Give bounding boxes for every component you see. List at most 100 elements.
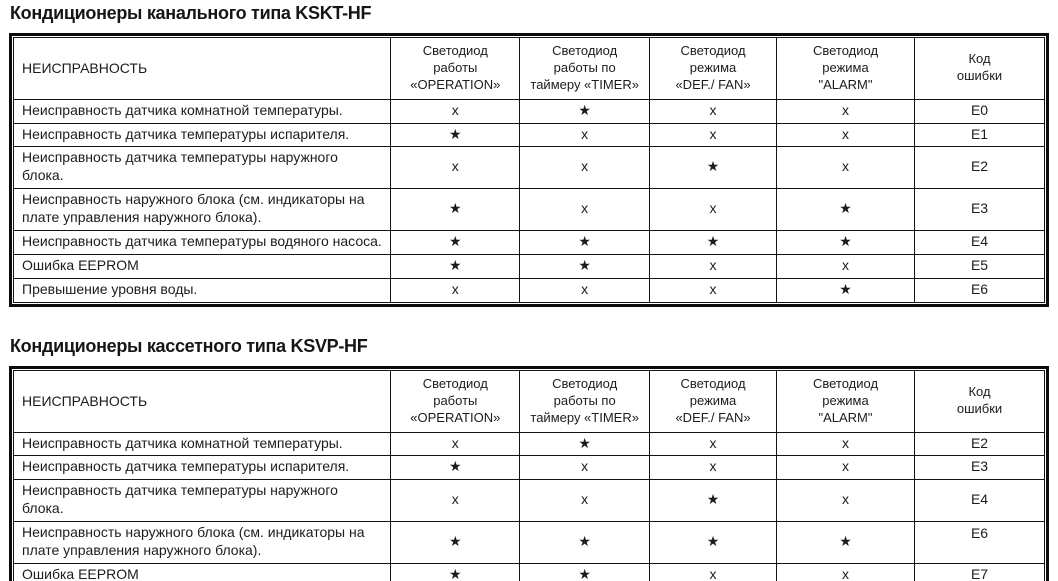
led-operation-cell: ★ xyxy=(390,188,521,232)
led-def-fan-cell: ★ xyxy=(649,521,777,564)
led-def-fan-cell: x xyxy=(649,455,777,481)
led-operation-cell: x xyxy=(390,277,521,303)
led-timer-cell: ★ xyxy=(519,230,651,256)
led-timer-cell: x xyxy=(519,188,651,232)
column-header-def-fan-led: Светодиод режима «DEF./ FAN» xyxy=(649,37,777,100)
fault-cell: Неисправность датчика температуры водяно… xyxy=(12,230,392,256)
led-def-fan-cell: x xyxy=(649,254,777,279)
table-row: Неисправность датчика температуры испари… xyxy=(12,122,1045,148)
error-code-cell: E2 xyxy=(914,146,1045,190)
led-alarm-cell: ★ xyxy=(775,230,916,256)
fault-cell: Неисправность датчика комнатной температ… xyxy=(12,98,392,124)
led-operation-cell: x xyxy=(390,146,521,190)
table-row: Неисправность наружного блока (см. индик… xyxy=(12,521,1045,564)
error-code-cell: E0 xyxy=(914,98,1045,124)
error-code-cell: E4 xyxy=(914,479,1045,523)
led-def-fan-cell: x xyxy=(649,98,777,124)
led-timer-cell: x xyxy=(519,146,651,190)
led-operation-cell: ★ xyxy=(390,455,521,481)
column-header-timer-led: Светодиод работы по таймеру «TIMER» xyxy=(519,369,651,433)
table-row: Неисправность датчика температуры испари… xyxy=(12,455,1045,481)
error-code-cell: E3 xyxy=(914,455,1045,481)
led-alarm-cell: x xyxy=(775,479,916,523)
led-def-fan-cell: ★ xyxy=(649,479,777,523)
led-alarm-cell: x xyxy=(775,122,916,148)
led-def-fan-cell: x xyxy=(649,562,777,581)
led-timer-cell: x xyxy=(519,122,651,148)
led-timer-cell: ★ xyxy=(519,562,651,581)
led-def-fan-cell: x xyxy=(649,277,777,303)
fault-cell: Неисправность датчика комнатной температ… xyxy=(12,431,392,457)
led-timer-cell: x xyxy=(519,455,651,481)
led-operation-cell: x xyxy=(390,431,521,457)
led-operation-cell: ★ xyxy=(390,230,521,256)
led-operation-cell: ★ xyxy=(390,122,521,148)
fault-cell: Неисправность датчика температуры наружн… xyxy=(12,146,392,190)
led-alarm-cell: x xyxy=(775,146,916,190)
error-code-cell: E3 xyxy=(914,188,1045,232)
table-row: Неисправность датчика температуры наружн… xyxy=(12,146,1045,190)
error-code-cell: E1 xyxy=(914,122,1045,148)
led-alarm-cell: x xyxy=(775,98,916,124)
led-def-fan-cell: ★ xyxy=(649,230,777,256)
column-header-fault: НЕИСПРАВНОСТЬ xyxy=(12,369,392,433)
error-code-cell: E2 xyxy=(914,431,1045,457)
column-header-timer-led: Светодиод работы по таймеру «TIMER» xyxy=(519,37,651,100)
fault-cell: Неисправность наружного блока (см. индик… xyxy=(12,188,392,232)
error-code-cell: E6 xyxy=(914,521,1045,564)
fault-cell: Неисправность датчика температуры испари… xyxy=(12,122,392,148)
column-header-operation-led: Светодиод работы «OPERATION» xyxy=(390,369,521,433)
led-alarm-cell: x xyxy=(775,562,916,581)
led-timer-cell: x xyxy=(519,479,651,523)
table-row: Ошибка EEPROM ★ ★ x x E7 xyxy=(12,562,1045,581)
column-header-operation-led: Светодиод работы «OPERATION» xyxy=(390,37,521,100)
table-row: Неисправность датчика комнатной температ… xyxy=(12,431,1045,457)
table-frame: НЕИСПРАВНОСТЬ Светодиод работы «OPERATIO… xyxy=(9,365,1049,581)
led-alarm-cell: x xyxy=(775,431,916,457)
fault-cell: Неисправность датчика температуры испари… xyxy=(12,455,392,481)
table-frame: НЕИСПРАВНОСТЬ Светодиод работы «OPERATIO… xyxy=(9,33,1049,307)
led-def-fan-cell: x xyxy=(649,431,777,457)
error-code-cell: E7 xyxy=(914,562,1045,581)
led-def-fan-cell: ★ xyxy=(649,146,777,190)
led-alarm-cell: x xyxy=(775,455,916,481)
led-operation-cell: ★ xyxy=(390,562,521,581)
fault-cell: Неисправность датчика температуры наружн… xyxy=(12,479,392,523)
table-row: Превышение уровня воды. x x x ★ E6 xyxy=(12,277,1045,303)
fault-cell: Превышение уровня воды. xyxy=(12,277,392,303)
table-row: Ошибка EEPROM ★ ★ x x E5 xyxy=(12,254,1045,279)
fault-cell: Ошибка EEPROM xyxy=(12,254,392,279)
error-codes-table-kskt: НЕИСПРАВНОСТЬ Светодиод работы «OPERATIO… xyxy=(12,37,1045,303)
led-timer-cell: ★ xyxy=(519,521,651,564)
led-timer-cell: ★ xyxy=(519,431,651,457)
led-def-fan-cell: x xyxy=(649,122,777,148)
led-alarm-cell: x xyxy=(775,254,916,279)
column-header-error-code: Код ошибки xyxy=(914,37,1045,100)
page-title: Кондиционеры канального типа KSKT-HF xyxy=(10,3,372,23)
led-operation-cell: x xyxy=(390,98,521,124)
kskt-hf-section: Кондиционеры канального типа KSKT-HF НЕИ… xyxy=(9,3,1049,307)
column-header-alarm-led: Светодиод режима "ALARM" xyxy=(775,37,916,100)
led-timer-cell: x xyxy=(519,277,651,303)
table-row: Неисправность датчика температуры водяно… xyxy=(12,230,1045,256)
column-header-error-code: Код ошибки xyxy=(914,369,1045,433)
error-code-cell: E5 xyxy=(914,254,1045,279)
table-row: Неисправность наружного блока (см. индик… xyxy=(12,188,1045,232)
fault-cell: Неисправность наружного блока (см. индик… xyxy=(12,521,392,564)
ksvp-hf-section: Кондиционеры кассетного типа KSVP-HF НЕИ… xyxy=(9,336,1049,581)
header-row: НЕИСПРАВНОСТЬ Светодиод работы «OPERATIO… xyxy=(12,369,1045,433)
table-row: Неисправность датчика комнатной температ… xyxy=(12,98,1045,124)
led-operation-cell: ★ xyxy=(390,254,521,279)
led-def-fan-cell: x xyxy=(649,188,777,232)
led-alarm-cell: ★ xyxy=(775,521,916,564)
led-timer-cell: ★ xyxy=(519,254,651,279)
led-timer-cell: ★ xyxy=(519,98,651,124)
led-operation-cell: ★ xyxy=(390,521,521,564)
column-header-fault: НЕИСПРАВНОСТЬ xyxy=(12,37,392,100)
column-header-def-fan-led: Светодиод режима «DEF./ FAN» xyxy=(649,369,777,433)
led-alarm-cell: ★ xyxy=(775,188,916,232)
error-code-cell: E4 xyxy=(914,230,1045,256)
error-codes-table-ksvp: НЕИСПРАВНОСТЬ Светодиод работы «OPERATIO… xyxy=(12,369,1045,581)
error-code-cell: E6 xyxy=(914,277,1045,303)
